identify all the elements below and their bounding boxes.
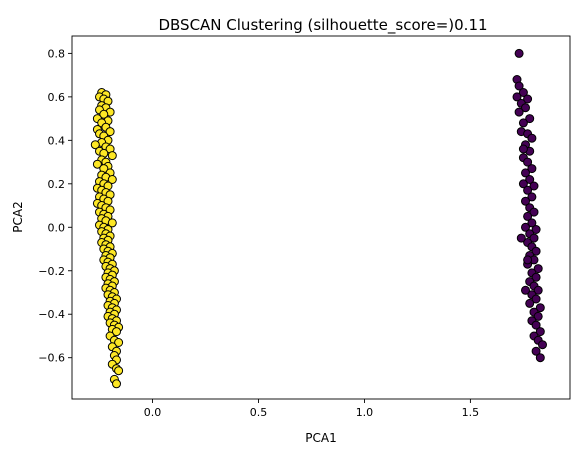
y-tick-label-2: −0.2	[38, 265, 65, 278]
cluster-1-point-29	[527, 218, 537, 228]
x-tick-label-1: 0.5	[250, 406, 268, 419]
y-tick-label-0: −0.6	[38, 352, 65, 365]
x-axis-ticks: 0.0 0.5 1.0 1.5	[144, 399, 479, 419]
cluster-1-point-23	[523, 185, 533, 195]
cluster-1-point-45	[533, 285, 543, 295]
y-tick-label-3: 0.0	[48, 221, 66, 234]
cluster-1-point-28	[523, 211, 533, 221]
cluster-0-point-15	[105, 127, 115, 137]
cluster-1-point-8	[514, 107, 524, 117]
cluster-0-point-20	[90, 140, 100, 150]
cluster-1-point-57	[538, 340, 547, 350]
cluster-1-point-33	[529, 233, 539, 243]
y-axis-label: PCA2	[11, 201, 25, 232]
cluster-1-point-31	[531, 225, 541, 234]
y-tick-label-5: 0.4	[48, 134, 66, 147]
cluster-0-point-116	[112, 379, 121, 389]
y-tick-label-1: −0.4	[38, 308, 65, 321]
cluster-1-point-2	[514, 81, 524, 91]
cluster-1-point-62	[521, 285, 530, 295]
cluster-1-point-0	[514, 48, 524, 58]
cluster-1-point-40	[533, 264, 543, 274]
cluster-1-point-47	[531, 294, 541, 304]
cluster-0-point-25	[107, 151, 117, 161]
cluster-1-point-3	[518, 88, 528, 97]
cluster-1-point-60	[516, 233, 526, 243]
cluster-1-point-42	[531, 272, 541, 282]
cluster-1-point-30	[521, 222, 530, 232]
cluster-1-point-19	[521, 168, 530, 178]
cluster-1-point-7	[521, 103, 530, 113]
cluster-1-point-22	[529, 181, 539, 191]
x-tick-label-3: 1.5	[462, 406, 480, 419]
cluster-1-point-18	[527, 164, 537, 174]
cluster-1-point-4	[512, 92, 522, 102]
cluster-1-point-36	[531, 246, 541, 256]
x-tick-label-2: 1.0	[356, 406, 374, 419]
cluster-1-point-49	[535, 303, 545, 313]
y-tick-label-4: 0.2	[48, 178, 66, 191]
cluster-0-point-114	[114, 366, 124, 376]
cluster-0-point-9	[99, 109, 109, 119]
cluster-1-point-54	[535, 327, 545, 337]
chart-title: DBSCAN Clustering (silhouette_score=)0.1…	[158, 16, 487, 35]
cluster-1-point-59	[535, 353, 545, 363]
cluster-1-point-61	[518, 144, 528, 154]
cluster-1-point-63	[523, 255, 533, 265]
cluster-0-point-28	[92, 159, 102, 169]
cluster-1-point-27	[529, 207, 539, 217]
cluster-1-point-51	[533, 311, 543, 321]
cluster-1-point-10	[518, 118, 528, 128]
cluster-0-point-107	[114, 338, 124, 347]
x-tick-label-0: 0.0	[144, 406, 162, 419]
cluster-1-point-24	[527, 192, 537, 202]
cluster-1-point-20	[525, 175, 535, 184]
plot-frame	[71, 35, 571, 400]
cluster-1-point-5	[523, 94, 533, 104]
cluster-1-point-13	[527, 133, 537, 143]
cluster-0-point-34	[107, 175, 117, 184]
cluster-1-point-21	[518, 179, 528, 189]
y-tick-label-6: 0.6	[48, 91, 66, 104]
cluster-1-point-9	[525, 114, 535, 124]
cluster-1-point-48	[525, 298, 535, 308]
y-axis-ticks: −0.6 −0.4 −0.2 0.0 0.2 0.4 0.6 0.8	[38, 47, 72, 365]
x-axis-label: PCA1	[305, 431, 336, 445]
cluster-1-point-17	[523, 157, 533, 167]
cluster-1-point-53	[531, 320, 541, 330]
cluster-1-point-25	[521, 196, 530, 206]
cluster-1-point-58	[531, 346, 541, 356]
points-layer	[90, 48, 547, 389]
cluster-0-point-104	[112, 327, 121, 337]
cluster-0-point-54	[107, 218, 117, 228]
y-tick-label-7: 0.8	[48, 47, 66, 60]
